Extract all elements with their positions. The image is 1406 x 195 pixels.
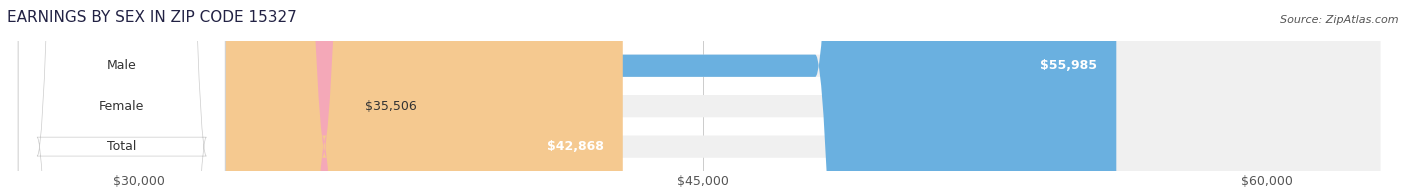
Text: $55,985: $55,985 [1040,59,1098,72]
Text: Total: Total [107,140,136,153]
Text: $35,506: $35,506 [364,100,416,113]
Text: $42,868: $42,868 [547,140,605,153]
FancyBboxPatch shape [25,0,623,195]
FancyBboxPatch shape [25,0,346,195]
FancyBboxPatch shape [25,0,1381,195]
FancyBboxPatch shape [18,0,225,195]
Text: Female: Female [98,100,145,113]
Text: Source: ZipAtlas.com: Source: ZipAtlas.com [1281,15,1399,25]
FancyBboxPatch shape [25,0,1381,195]
FancyBboxPatch shape [18,0,225,195]
FancyBboxPatch shape [18,0,225,195]
FancyBboxPatch shape [25,0,1116,195]
FancyBboxPatch shape [25,0,1381,195]
Text: Male: Male [107,59,136,72]
Text: EARNINGS BY SEX IN ZIP CODE 15327: EARNINGS BY SEX IN ZIP CODE 15327 [7,10,297,25]
